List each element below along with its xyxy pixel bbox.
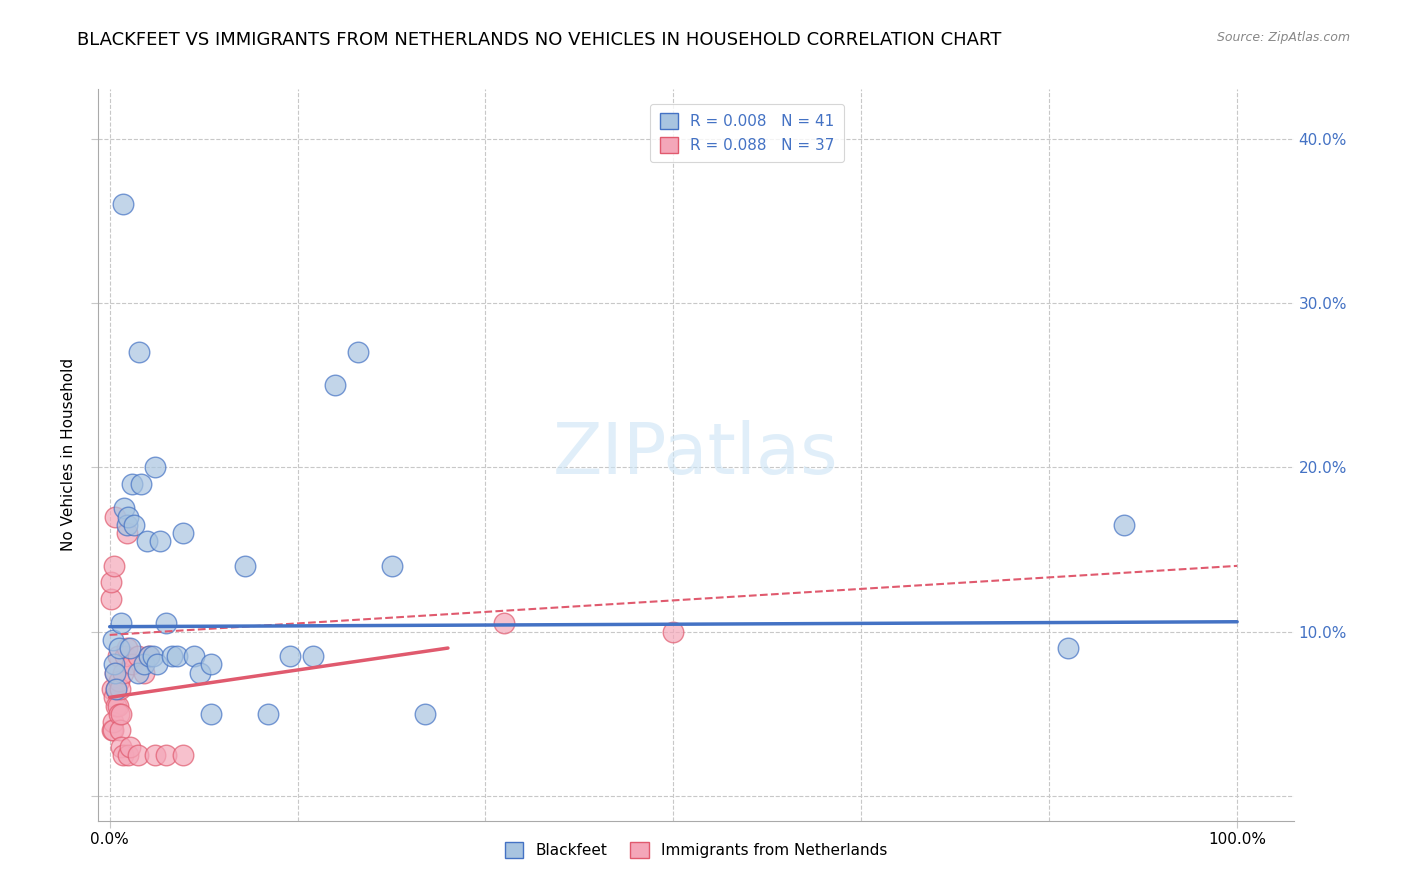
Point bbox=[155, 616, 177, 631]
Point bbox=[110, 739, 132, 754]
Legend: Blackfeet, Immigrants from Netherlands: Blackfeet, Immigrants from Netherlands bbox=[499, 836, 893, 864]
Point bbox=[115, 517, 138, 532]
Text: ZIPatlas: ZIPatlas bbox=[553, 420, 839, 490]
Point bbox=[127, 747, 149, 762]
Point bbox=[112, 501, 135, 516]
Point bbox=[107, 649, 129, 664]
Point bbox=[104, 665, 127, 680]
Point bbox=[233, 558, 256, 573]
Point bbox=[166, 649, 188, 664]
Point bbox=[108, 723, 131, 738]
Point bbox=[107, 698, 129, 713]
Text: Source: ZipAtlas.com: Source: ZipAtlas.com bbox=[1216, 31, 1350, 45]
Point bbox=[115, 641, 138, 656]
Point bbox=[103, 657, 125, 672]
Point bbox=[115, 526, 138, 541]
Point bbox=[127, 649, 149, 664]
Point bbox=[160, 649, 183, 664]
Point bbox=[104, 509, 127, 524]
Point bbox=[101, 632, 124, 647]
Point bbox=[380, 558, 402, 573]
Text: BLACKFEET VS IMMIGRANTS FROM NETHERLANDS NO VEHICLES IN HOUSEHOLD CORRELATION CH: BLACKFEET VS IMMIGRANTS FROM NETHERLANDS… bbox=[77, 31, 1001, 49]
Point bbox=[101, 723, 124, 738]
Point bbox=[108, 682, 131, 697]
Point bbox=[135, 534, 157, 549]
Point bbox=[172, 747, 194, 762]
Point bbox=[200, 657, 222, 672]
Point bbox=[132, 665, 155, 680]
Point bbox=[301, 649, 323, 664]
Point bbox=[138, 649, 160, 664]
Point bbox=[256, 706, 278, 721]
Point bbox=[132, 657, 155, 672]
Point bbox=[183, 649, 205, 664]
Point bbox=[1057, 641, 1080, 656]
Point bbox=[110, 616, 132, 631]
Point bbox=[127, 665, 149, 680]
Point bbox=[149, 534, 172, 549]
Point bbox=[107, 706, 129, 721]
Point bbox=[112, 665, 135, 680]
Point bbox=[110, 706, 132, 721]
Point bbox=[278, 649, 301, 664]
Point bbox=[141, 649, 163, 664]
Point bbox=[129, 476, 152, 491]
Point bbox=[103, 558, 125, 573]
Point bbox=[155, 747, 177, 762]
Point bbox=[103, 690, 125, 705]
Point bbox=[112, 197, 135, 211]
Point bbox=[662, 624, 685, 639]
Point bbox=[146, 657, 169, 672]
Point bbox=[346, 345, 368, 359]
Point bbox=[107, 673, 129, 688]
Point bbox=[1114, 517, 1136, 532]
Point bbox=[188, 665, 211, 680]
Point bbox=[104, 665, 127, 680]
Point bbox=[105, 682, 128, 697]
Point bbox=[118, 641, 141, 656]
Point bbox=[105, 682, 128, 697]
Point bbox=[323, 378, 346, 392]
Point bbox=[117, 747, 139, 762]
Point bbox=[105, 698, 128, 713]
Point bbox=[415, 706, 437, 721]
Y-axis label: No Vehicles in Household: No Vehicles in Household bbox=[60, 359, 76, 551]
Point bbox=[114, 649, 136, 664]
Point bbox=[128, 345, 150, 359]
Point bbox=[118, 739, 141, 754]
Point bbox=[172, 526, 194, 541]
Point bbox=[121, 657, 143, 672]
Point bbox=[112, 747, 135, 762]
Point bbox=[100, 591, 122, 606]
Point bbox=[101, 723, 124, 738]
Point bbox=[143, 460, 166, 475]
Point bbox=[117, 509, 139, 524]
Point bbox=[101, 682, 124, 697]
Point bbox=[121, 476, 143, 491]
Point bbox=[101, 714, 124, 729]
Point bbox=[124, 517, 146, 532]
Point bbox=[143, 747, 166, 762]
Point bbox=[107, 641, 129, 656]
Point bbox=[200, 706, 222, 721]
Point bbox=[138, 649, 160, 664]
Point bbox=[100, 575, 122, 590]
Point bbox=[494, 616, 516, 631]
